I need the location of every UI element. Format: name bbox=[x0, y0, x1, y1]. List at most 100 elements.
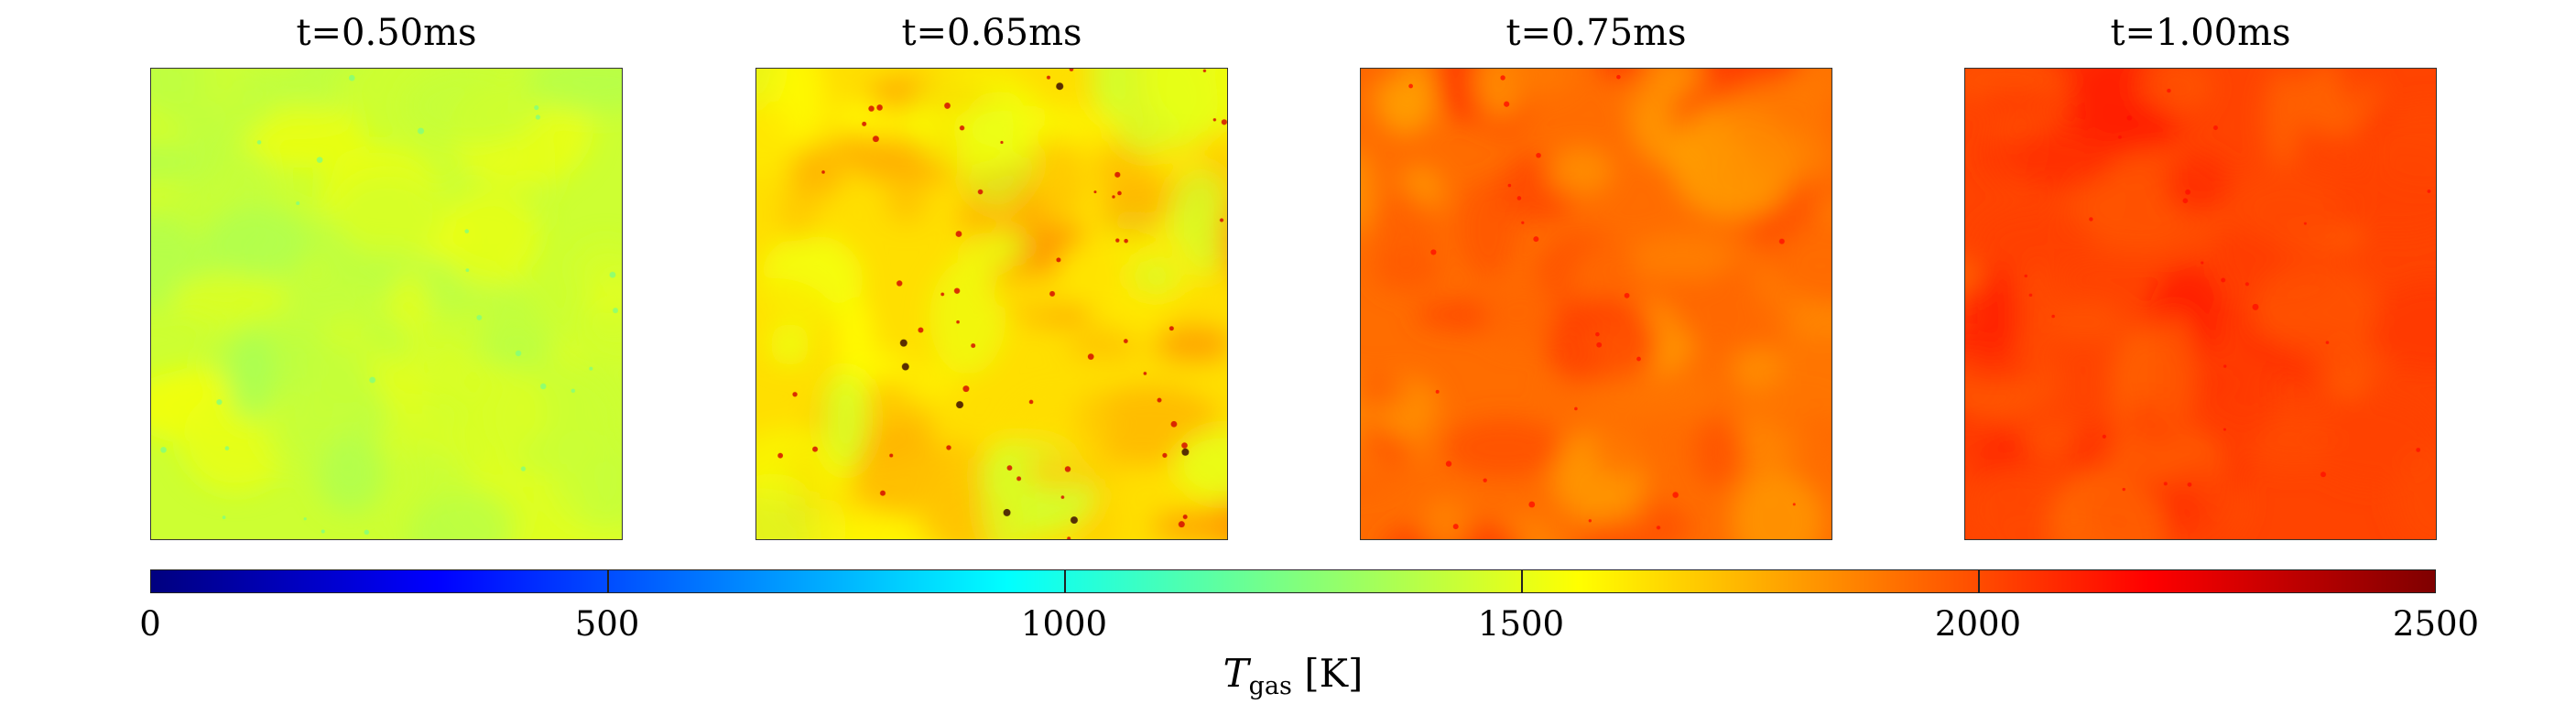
heatmap-blob bbox=[1129, 259, 1182, 294]
heatmap-spot bbox=[1445, 460, 1452, 467]
heatmap-blob bbox=[2014, 132, 2114, 190]
heatmap-spot bbox=[1656, 525, 1661, 530]
heatmap-blob bbox=[2368, 280, 2436, 374]
heatmap-spot bbox=[364, 529, 369, 536]
heatmap-spot bbox=[1672, 492, 1679, 498]
colorbar-tick-label-2500: 2500 bbox=[2392, 604, 2480, 644]
heatmap-spot bbox=[2252, 303, 2259, 310]
heatmap-blob bbox=[930, 439, 991, 539]
heatmap-spot bbox=[1181, 442, 1188, 449]
heatmap-blob bbox=[1374, 187, 1437, 292]
heatmap-blob bbox=[1578, 525, 1647, 539]
heatmap-blob bbox=[2330, 161, 2436, 237]
heatmap-blob bbox=[1067, 327, 1141, 362]
heatmap-spot bbox=[2126, 115, 2133, 121]
heatmap-spot bbox=[2223, 428, 2226, 431]
axis-label-unit: [K] bbox=[1304, 651, 1364, 696]
heatmap-spot bbox=[2089, 217, 2093, 222]
heatmap-spot bbox=[1219, 218, 1224, 222]
colorbar-tick-2000 bbox=[1978, 569, 1980, 593]
heatmap-spot bbox=[953, 287, 961, 294]
heatmap-spot bbox=[862, 121, 867, 126]
heatmap-blob bbox=[1151, 509, 1227, 539]
heatmap-blob bbox=[408, 489, 511, 539]
heatmap-spot bbox=[1114, 171, 1121, 178]
heatmap-spot bbox=[792, 392, 798, 397]
heatmap-spot bbox=[1636, 356, 1641, 362]
heatmap-field-3 bbox=[1361, 69, 1831, 539]
heatmap-blob bbox=[334, 175, 445, 258]
heatmap-blobs bbox=[1361, 69, 1831, 539]
colorbar-axis-label: Tgas [K] bbox=[1223, 648, 1364, 712]
heatmap-blob bbox=[574, 308, 622, 338]
heatmap-spot bbox=[955, 231, 962, 237]
axis-label-symbol: T bbox=[1223, 651, 1249, 696]
heatmap-blobs bbox=[756, 69, 1227, 539]
heatmap-blob bbox=[1601, 69, 1643, 84]
heatmap-spot bbox=[1123, 339, 1128, 343]
heatmap-spot bbox=[872, 135, 879, 143]
heatmap-spot bbox=[296, 200, 300, 205]
heatmap-blob bbox=[1102, 185, 1162, 241]
heatmap-spot bbox=[1504, 101, 1510, 107]
heatmap-blob bbox=[2252, 261, 2379, 355]
heatmap-blob bbox=[1174, 428, 1227, 501]
heatmap-spot bbox=[465, 268, 470, 273]
heatmap-blob bbox=[522, 69, 622, 113]
heatmap-blob bbox=[1965, 260, 1986, 291]
heatmap-spot bbox=[1028, 399, 1034, 405]
heatmap-spot bbox=[1181, 448, 1190, 456]
heatmap-spot bbox=[2325, 341, 2330, 344]
heatmap-blob bbox=[1361, 444, 1396, 488]
heatmap-blob bbox=[806, 497, 847, 539]
heatmap-blob bbox=[304, 69, 351, 74]
colorbar-tick-label-1500: 1500 bbox=[1477, 604, 1565, 644]
heatmap-blob bbox=[1757, 375, 1831, 441]
heatmap-spot bbox=[464, 229, 470, 233]
heatmap-spot bbox=[901, 363, 909, 371]
heatmap-blob bbox=[1443, 417, 1564, 478]
heatmap-blob bbox=[408, 361, 549, 464]
heatmap-spot bbox=[897, 280, 903, 287]
heatmap-blob bbox=[228, 331, 276, 421]
heatmap-spot bbox=[1016, 476, 1022, 482]
heatmap-spot bbox=[1624, 292, 1630, 298]
heatmap-blob bbox=[151, 147, 205, 177]
heatmap-blob bbox=[1484, 276, 1553, 347]
heatmap-spot bbox=[899, 339, 908, 347]
heatmap-spot bbox=[1143, 372, 1147, 375]
heatmap-spot bbox=[1596, 341, 1603, 348]
heatmap-blob bbox=[365, 320, 416, 362]
heatmap-blob bbox=[1975, 209, 2096, 274]
heatmap-field-2 bbox=[756, 69, 1227, 539]
heatmap-spot bbox=[946, 445, 951, 450]
heatmap-spot bbox=[1070, 516, 1078, 525]
heatmap-spot bbox=[2024, 274, 2027, 278]
heatmap-blob bbox=[1548, 146, 1614, 196]
heatmap-spot bbox=[1117, 190, 1122, 196]
heatmap-field-1 bbox=[151, 69, 622, 539]
heatmap-blob bbox=[2151, 316, 2197, 429]
heatmap-spot bbox=[535, 114, 540, 120]
heatmap-spot bbox=[520, 466, 527, 471]
heatmap-spot bbox=[2051, 314, 2055, 319]
heatmap-blob bbox=[1375, 69, 1437, 135]
heatmap-spot bbox=[2320, 471, 2326, 478]
heatmap-blob bbox=[850, 421, 948, 517]
heatmap-blob bbox=[1591, 412, 1656, 477]
heatmap-spot bbox=[2223, 364, 2227, 368]
heatmap-blob bbox=[1147, 135, 1214, 179]
heatmap-blob bbox=[906, 69, 1046, 173]
heatmap-blob bbox=[1169, 164, 1227, 278]
heatmap-spot bbox=[2122, 487, 2125, 492]
heatmap-spot bbox=[1162, 452, 1168, 458]
heatmap-blob bbox=[263, 391, 334, 471]
heatmap-spot bbox=[812, 446, 819, 452]
heatmap-blob bbox=[1361, 376, 1409, 407]
heatmap-blob bbox=[770, 322, 810, 367]
heatmap-spot bbox=[571, 388, 575, 394]
heatmap-spot bbox=[476, 314, 483, 320]
heatmap-blob bbox=[1071, 389, 1112, 451]
heatmap-blob bbox=[1721, 77, 1831, 149]
heatmap-spot bbox=[1533, 236, 1539, 243]
